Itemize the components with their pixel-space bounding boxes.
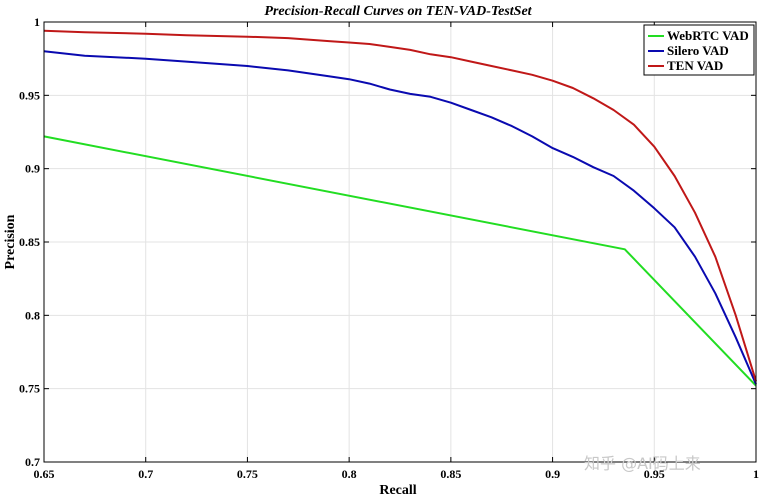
- series-line-1: [43, 135, 757, 387]
- axis-ticks: 0.65 0.7 0.75 0.8 0.85 0.9 0.95 10.70.750.80.85…: [19, 15, 759, 481]
- x-tick-label: 0.8: [342, 467, 357, 481]
- legend-entry: TEN VAD: [667, 58, 723, 73]
- y-axis-label: Precision: [3, 214, 18, 269]
- series-line-2: [43, 50, 757, 385]
- y-tick-label: 1: [34, 15, 40, 29]
- y-tick-label: 0.8: [25, 308, 40, 322]
- y-tick-label: 0.75: [19, 382, 40, 396]
- y-tick-label: 0.95: [19, 88, 40, 102]
- x-tick-label: 0.75: [237, 467, 258, 481]
- legend-entry: Silero VAD: [667, 43, 729, 58]
- y-tick-label: 0.9: [25, 162, 40, 176]
- series-line-3: [43, 29, 757, 382]
- x-tick-label: 0.85: [440, 467, 461, 481]
- grid-lines: [43, 21, 757, 463]
- x-tick-label: 0.95: [644, 467, 665, 481]
- x-tick-label: 1: [753, 467, 759, 481]
- x-tick-label: 0.65: [34, 467, 55, 481]
- y-tick-label: 0.85: [19, 235, 40, 249]
- series-lines: [43, 29, 757, 387]
- legend-entry: WebRTC VAD: [667, 28, 749, 43]
- x-axis-label: Recall: [379, 483, 416, 498]
- watermark: 知乎 @AI码上来: [584, 454, 701, 473]
- y-tick-label: 0.7: [25, 455, 40, 469]
- x-tick-label: 0.9: [545, 467, 560, 481]
- x-tick-label: 0.7: [138, 467, 153, 481]
- chart-title: Precision-Recall Curves on TEN-VAD-TestS…: [264, 4, 532, 19]
